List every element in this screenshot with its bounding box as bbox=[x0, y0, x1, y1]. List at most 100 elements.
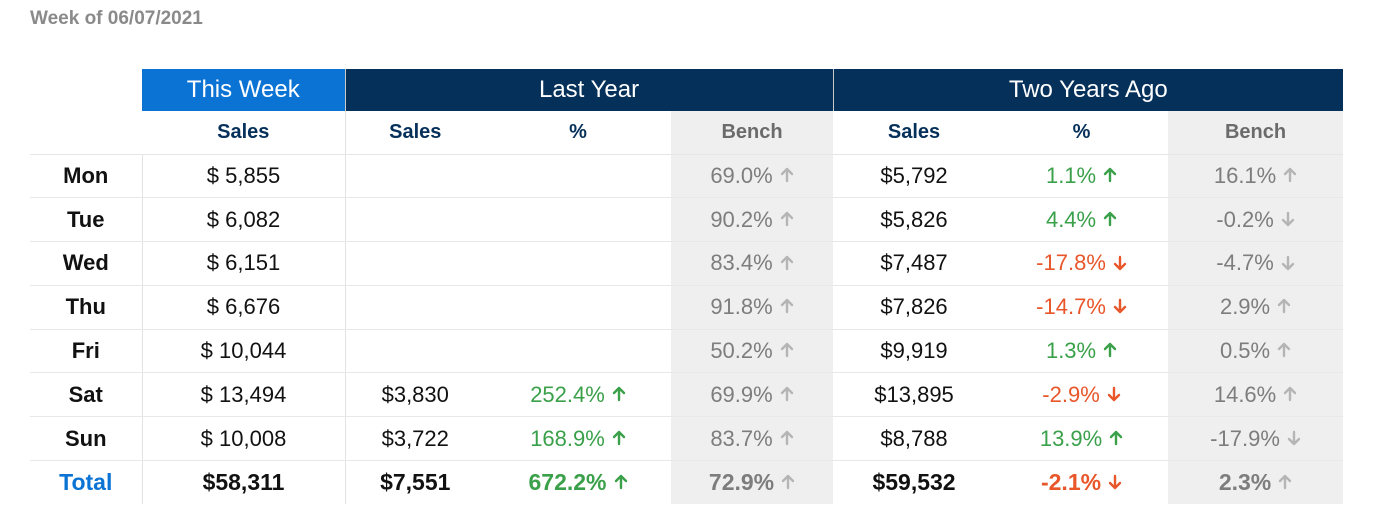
total-last-year-sales: $7,551 bbox=[345, 460, 485, 505]
last-year-sales bbox=[345, 285, 485, 330]
two-years-sales: $5,826 bbox=[833, 197, 996, 243]
two-years-pct: 1.1% bbox=[995, 154, 1169, 199]
last-year-bench: 83.4% bbox=[671, 241, 834, 286]
last-year-pct: 252.4% bbox=[485, 372, 671, 418]
last-year-sales: $3,830 bbox=[345, 372, 485, 418]
total-two-years-pct: -2.1% bbox=[995, 460, 1169, 505]
last-year-pct: 168.9% bbox=[485, 416, 671, 462]
two-years-pct-value: -17.8% bbox=[1036, 250, 1106, 276]
two-years-bench: -4.7% bbox=[1168, 241, 1344, 286]
total-two-years-sales: $59,532 bbox=[833, 460, 996, 505]
table-row: Wed $ 6,151 83.4% $7,487 -17.8% -4.7% bbox=[30, 241, 1344, 286]
two-years-pct-value: -14.7% bbox=[1036, 294, 1106, 320]
last-year-sales bbox=[345, 241, 485, 286]
table-row: Sat $ 13,494 $3,830 252.4% 69.9% $13,895… bbox=[30, 372, 1344, 418]
arrow-up-icon bbox=[780, 430, 793, 446]
last-year-bench-value: 69.9% bbox=[710, 381, 773, 407]
subheader-last-year-pct: % bbox=[485, 111, 671, 155]
last-year-bench: 90.2% bbox=[671, 197, 834, 243]
two-years-bench: -17.9% bbox=[1168, 416, 1344, 462]
total-two-years-bench-value: 2.3% bbox=[1218, 469, 1272, 496]
total-two-years-pct-value: -2.1% bbox=[1040, 469, 1102, 496]
last-year-pct bbox=[485, 329, 671, 374]
two-years-bench: 2.9% bbox=[1168, 285, 1344, 330]
subheader-two-years-sales: Sales bbox=[833, 111, 996, 155]
two-years-pct: -17.8% bbox=[995, 241, 1169, 286]
arrow-up-icon bbox=[1110, 430, 1123, 446]
two-years-bench-value: 2.9% bbox=[1219, 294, 1271, 320]
day-label: Fri bbox=[30, 329, 143, 374]
two-years-sales: $13,895 bbox=[833, 372, 996, 418]
two-years-pct: 1.3% bbox=[995, 329, 1169, 374]
arrow-down-icon bbox=[1108, 474, 1122, 490]
two-years-bench: 14.6% bbox=[1168, 372, 1344, 418]
last-year-bench: 69.9% bbox=[671, 372, 834, 418]
last-year-bench: 83.7% bbox=[671, 416, 834, 462]
arrow-up-icon bbox=[1284, 167, 1297, 183]
two-years-bench: 16.1% bbox=[1168, 154, 1344, 199]
last-year-pct-value: 252.4% bbox=[530, 381, 605, 407]
two-years-bench-value: -4.7% bbox=[1216, 250, 1274, 276]
arrow-up-icon bbox=[1103, 343, 1117, 358]
this-week-sales: $ 6,676 bbox=[142, 285, 346, 330]
arrow-down-icon bbox=[1281, 211, 1294, 227]
arrow-down-icon bbox=[1113, 299, 1127, 314]
two-years-sales: $7,487 bbox=[833, 241, 996, 286]
arrow-up-icon bbox=[780, 299, 793, 314]
last-year-pct bbox=[485, 197, 671, 243]
arrow-up-icon bbox=[612, 386, 626, 402]
last-year-bench: 91.8% bbox=[671, 285, 834, 330]
arrow-up-icon bbox=[781, 474, 795, 490]
day-label: Thu bbox=[30, 285, 143, 330]
last-year-pct bbox=[485, 154, 671, 199]
table-row: Tue $ 6,082 90.2% $5,826 4.4% -0.2% bbox=[30, 197, 1344, 243]
arrow-up-icon bbox=[780, 167, 793, 183]
arrow-up-icon bbox=[1279, 474, 1292, 490]
arrow-down-icon bbox=[1287, 430, 1301, 446]
total-last-year-bench-value: 72.9% bbox=[708, 469, 775, 496]
table-row: Thu $ 6,676 91.8% $7,826 -14.7% 2.9% bbox=[30, 285, 1344, 330]
two-years-pct: 4.4% bbox=[995, 197, 1169, 243]
day-label: Tue bbox=[30, 197, 143, 243]
two-years-pct-value: 4.4% bbox=[1045, 206, 1097, 232]
week-title: Week of 06/07/2021 bbox=[30, 8, 203, 29]
two-years-sales: $8,788 bbox=[833, 416, 996, 462]
subheader-two-years-pct: % bbox=[995, 111, 1169, 155]
two-years-bench-value: 14.6% bbox=[1213, 381, 1277, 407]
arrow-up-icon bbox=[780, 343, 793, 358]
subheader-this-week-sales: Sales bbox=[142, 111, 346, 155]
last-year-sales bbox=[345, 197, 485, 243]
last-year-pct bbox=[485, 241, 671, 286]
arrow-up-icon bbox=[1103, 211, 1117, 227]
two-years-pct: -14.7% bbox=[995, 285, 1169, 330]
day-label: Wed bbox=[30, 241, 143, 286]
day-label: Sun bbox=[30, 416, 143, 462]
two-years-bench-value: -17.9% bbox=[1210, 425, 1280, 451]
total-label: Total bbox=[30, 460, 143, 505]
two-years-bench-value: -0.2% bbox=[1216, 206, 1274, 232]
last-year-sales: $3,722 bbox=[345, 416, 485, 462]
sales-comparison-table: This Week Last Year Two Years Ago Sales … bbox=[30, 69, 1344, 505]
arrow-down-icon bbox=[1107, 386, 1120, 402]
two-years-sales: $9,919 bbox=[833, 329, 996, 374]
arrow-up-icon bbox=[780, 211, 793, 227]
arrow-down-icon bbox=[1113, 255, 1127, 270]
arrow-up-icon bbox=[1277, 299, 1291, 314]
group-header-last-year: Last Year bbox=[345, 69, 834, 111]
arrow-up-icon bbox=[780, 255, 793, 270]
arrow-up-icon bbox=[1277, 343, 1291, 358]
this-week-sales: $ 6,082 bbox=[142, 197, 346, 243]
last-year-pct-value: 168.9% bbox=[530, 425, 605, 451]
subheader-last-year-bench: Bench bbox=[671, 111, 834, 155]
subheader-two-years-bench: Bench bbox=[1168, 111, 1344, 155]
two-years-pct: -2.9% bbox=[995, 372, 1169, 418]
arrow-up-icon bbox=[612, 430, 626, 446]
last-year-bench-value: 83.7% bbox=[710, 425, 773, 451]
arrow-up-icon bbox=[614, 474, 627, 490]
day-label: Mon bbox=[30, 154, 143, 199]
corner-cell bbox=[30, 69, 142, 111]
this-week-sales: $ 13,494 bbox=[142, 372, 346, 418]
this-week-sales: $ 6,151 bbox=[142, 241, 346, 286]
two-years-pct-value: -2.9% bbox=[1042, 381, 1100, 407]
day-label: Sat bbox=[30, 372, 143, 418]
